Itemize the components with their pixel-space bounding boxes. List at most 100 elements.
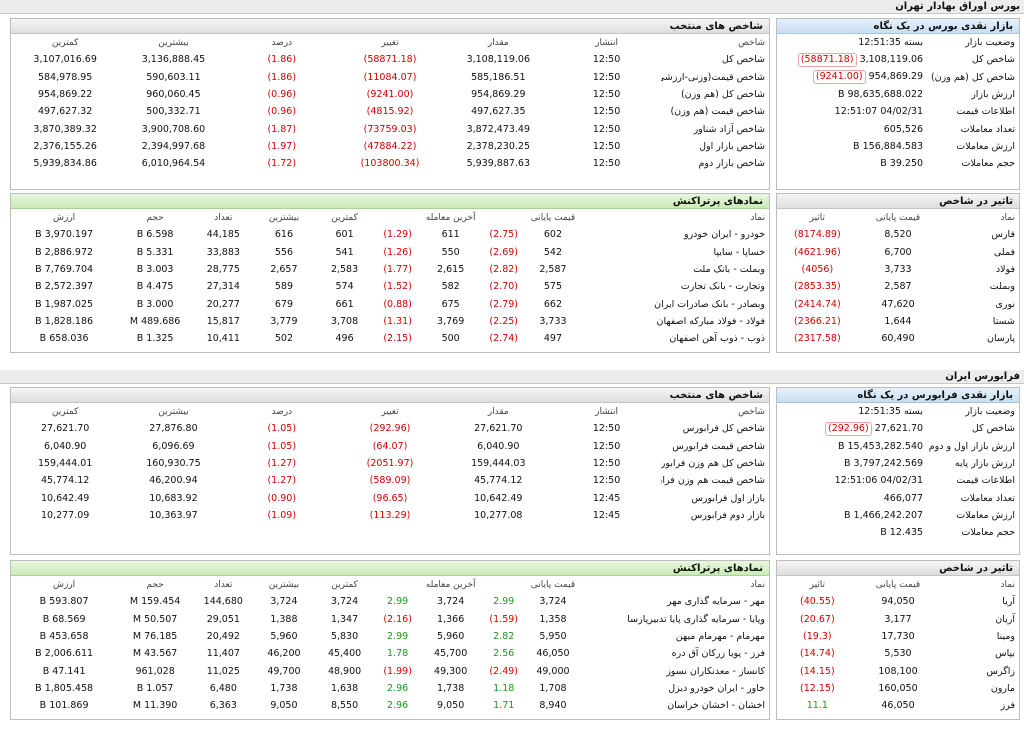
table-cell: 43.567 M (132, 648, 178, 660)
glance-value-cell: 12.435 B (777, 524, 927, 541)
column-header: آخرین معامله (425, 579, 476, 590)
table-cell: 2,587 (539, 264, 567, 276)
glance-row: اطلاعات قیمت 04/02/31 12:51:07 (777, 103, 1019, 120)
table-header: نماد قیمت پایانی آخرین معامله کمترین بیشترین… (11, 209, 769, 226)
table-cell: شاخص کل (721, 54, 765, 66)
table-cell: 2.99 (493, 596, 515, 608)
table-header: نماد قیمت پایانی آخرین معامله کمترین بیشترین… (11, 576, 769, 593)
table-cell: (103800.34) (360, 158, 420, 170)
table-cell: 1.18 (493, 682, 515, 694)
table-cell: (2414.74) (793, 298, 841, 310)
table-cell: شاخص قیمت(وزنی-ارزشی) (660, 71, 765, 83)
column-header: بیشترین (268, 579, 300, 590)
table-cell: (96.65) (372, 492, 408, 504)
table-cell: 3,733 (539, 315, 567, 327)
table-cell: 11.390 M (132, 700, 178, 712)
table-row: وتجارت - بانک تجارت 575 (2.70) 582 (1.52) 574… (11, 278, 769, 295)
table-cell: 17,730 (881, 631, 915, 643)
glance-value: 04/02/31 12:51:06 (834, 475, 924, 487)
table-cell: 2.82 (493, 631, 515, 643)
glance-value-cell: 3,797,242.569 B (777, 455, 927, 472)
table-cell: 960,060.45 (146, 89, 201, 101)
glance-value: 98,635,688.022 B (837, 89, 924, 101)
panel-title: تاثیر در شاخص (777, 561, 1019, 576)
glance-row: ارزش بازار پایه 3,797,242.569 B (777, 455, 1019, 472)
table-cell: بازار دوم فرابورس (690, 509, 765, 521)
glance-row: ارزش معاملات 156,884.583 B (777, 138, 1019, 155)
glance-value-cell: 39.250 B (777, 155, 927, 172)
table-row: شاخص قیمت(وزنی-ارزشی) 12:50 585,186.51 (110… (11, 69, 769, 86)
table-cell: فملی (993, 246, 1015, 258)
table-row: بازار اول فرابورس 12:45 10,642.49 (96.65) (0… (11, 489, 769, 506)
table-cell: 6,010,964.54 (141, 158, 206, 170)
table-cell: (1.05) (267, 423, 297, 435)
table-cell: 20,492 (206, 631, 240, 643)
table-cell: 4.475 B (136, 281, 174, 293)
table-cell: (1.77) (383, 264, 412, 276)
table-cell: 1,358 (539, 613, 567, 625)
table-cell: (2.75) (489, 229, 518, 241)
glance-value-cell: 466,077 (777, 489, 927, 506)
table-cell: فولاد - فولاد مبارکه اصفهان (656, 315, 765, 327)
table-cell: (19.3) (803, 631, 832, 643)
table-cell: 550 (441, 246, 460, 258)
table-cell: 611 (441, 229, 460, 241)
column-header: ارزش (53, 579, 76, 590)
table-cell: 585,186.51 (471, 71, 526, 83)
table-cell: 3,177 (884, 613, 912, 625)
table-cell: 159,444.03 (471, 458, 526, 470)
column-header: قیمت پایانی (530, 212, 576, 223)
table-cell: 496 (335, 333, 354, 345)
table-cell: مارون (990, 682, 1015, 694)
column-header (375, 209, 420, 226)
change-badge: (292.96) (824, 421, 872, 436)
table-cell: 1,738 (437, 682, 465, 694)
table-cell: 961,028 (135, 665, 175, 677)
table-cell: شاخص بازار دوم (698, 158, 765, 170)
table-cell: نوری (995, 298, 1015, 310)
glance-row: ارزش معاملات 1,466,242.207 B (777, 507, 1019, 524)
table-cell: خاور - ایران خودرو دیزل (668, 682, 765, 694)
table-cell: پارسان (987, 333, 1015, 345)
column-header: نماد (1000, 579, 1015, 590)
impact-table: نماد قیمت پایانی تاثیر آریا 94,050 (40.55) آری… (777, 576, 1019, 714)
table-cell: شاخص آزاد شناور (693, 123, 765, 135)
table-cell: 616 (274, 229, 293, 241)
table-cell: 94,050 (881, 596, 915, 608)
column-header: نماد (750, 579, 765, 590)
table-row: وبملت - بانک ملت 2,587 (2.82) 2,615 (1.77) 2,… (11, 261, 769, 278)
table-row: وبملت 2,587 (2853.35) (777, 278, 1019, 295)
table-row: شاخص بازار اول 12:50 2,378,230.25 (47884.22… (11, 138, 769, 155)
table-cell: 9,050 (270, 700, 298, 712)
table-cell: 159,444.01 (37, 458, 93, 470)
table-cell: بپاس (994, 648, 1015, 660)
table-cell: 2.96 (387, 700, 409, 712)
table-cell: 1.057 B (136, 682, 174, 694)
table-cell: 44,185 (206, 229, 240, 241)
table-cell: 575 (543, 281, 563, 293)
exchange-glance-panel: بازار نقدی بورس در یک نگاه وضعیت بازار بس… (776, 18, 1020, 190)
table-cell: 49,000 (536, 665, 570, 677)
table-cell: 5,939,887.63 (466, 158, 531, 170)
table-row: وپایا - سرمایه گذاری پایا تدبیرپارسا 1,35… (11, 611, 769, 628)
table-cell: (73759.03) (363, 123, 417, 135)
farabourse-glance-panel: بازار نقدی فرابورس در یک نگاه وضعیت بازا… (776, 387, 1020, 555)
table-cell: 2.99 (387, 596, 409, 608)
table-cell: 45,400 (327, 648, 362, 660)
table-cell: شاخص کل هم وزن فرابورس (660, 458, 765, 470)
glance-value-cell: 605,526 (777, 120, 927, 137)
table-cell: (1.05) (267, 440, 297, 452)
table-cell: 502 (274, 333, 293, 345)
column-header: بیشترین (158, 406, 189, 417)
table-cell: 3,108,119.06 (466, 54, 531, 66)
glance-label: ارزش بازار اول و دوم (928, 440, 1015, 452)
table-cell: 3,724 (539, 596, 567, 608)
table-cell: (2.49) (489, 665, 518, 677)
table-cell: 46,200 (267, 648, 301, 660)
table-cell: (14.74) (800, 648, 835, 660)
glance-table: وضعیت بازار بسته 12:51:35 شاخص کل 3,108,119… (777, 34, 1019, 172)
table-cell: 108,100 (878, 665, 918, 677)
glance-label: تعداد معاملات (960, 123, 1015, 135)
table-cell: 2.56 (493, 648, 515, 660)
column-header: مقدار (487, 406, 509, 417)
